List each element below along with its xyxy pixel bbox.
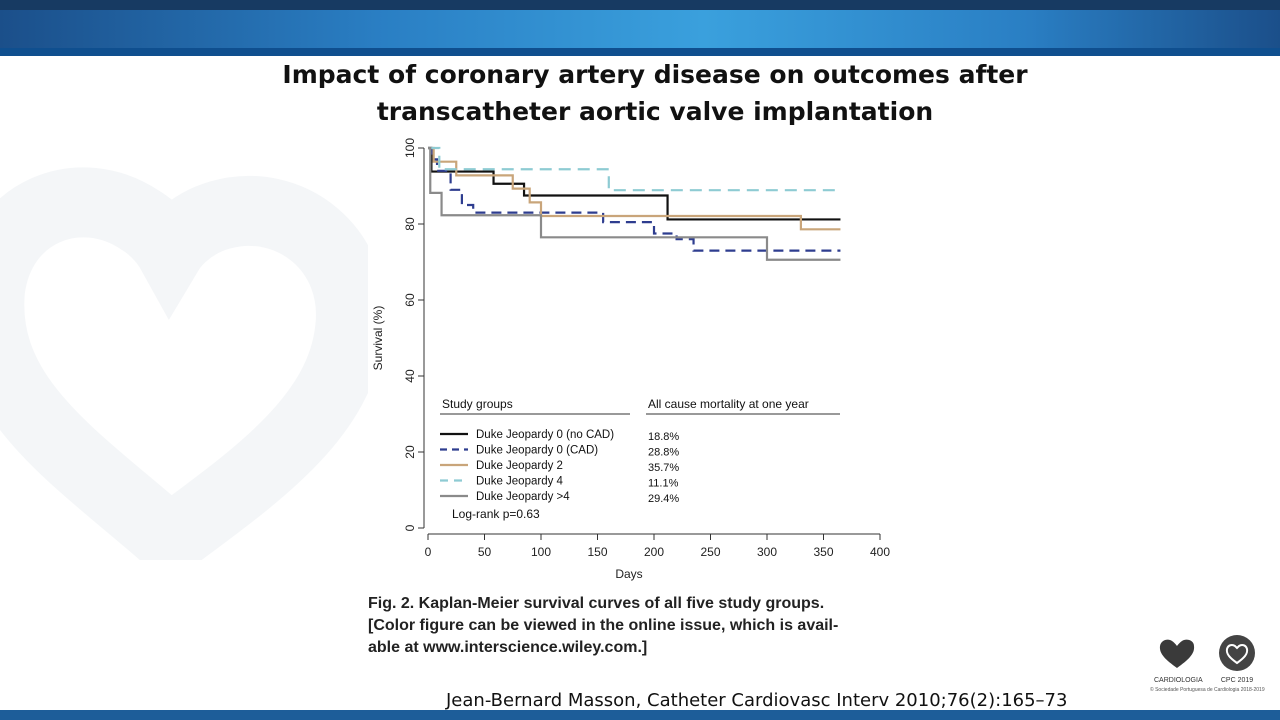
background-heart-icon (0, 167, 380, 560)
spc-logo-text: CARDIOLOGIA (1154, 677, 1203, 684)
survival-curve-3 (428, 146, 841, 231)
title-line-1: Impact of coronary artery disease on out… (282, 60, 1028, 89)
legend-label-1: Duke Jeopardy 0 (no CAD) (476, 429, 614, 441)
x-tick-label: 100 (531, 545, 551, 559)
bottom-banner (0, 710, 1280, 720)
legend-header: Study groups (442, 397, 513, 411)
survival-curve-2 (428, 146, 841, 252)
x-axis-label: Days (615, 567, 642, 581)
legend-label-5: Duke Jeopardy >4 (476, 491, 570, 503)
spc-logo: CARDIOLOGIA (1154, 634, 1203, 688)
spc-heart-icon (1159, 639, 1195, 668)
title-line-2: transcatheter aortic valve implantation (376, 97, 934, 126)
mortality-value-5: 29.4% (648, 493, 679, 505)
x-tick-label: 300 (757, 545, 777, 559)
mortality-value-2: 28.8% (648, 447, 679, 459)
x-tick-label: 350 (813, 545, 833, 559)
banner-line (0, 48, 1280, 56)
y-tick-label: 80 (403, 217, 417, 231)
citation: Jean-Bernard Masson, Catheter Cardiovasc… (446, 690, 1068, 711)
survival-curve-4 (428, 146, 841, 192)
caption-line-3: able at www.interscience.wiley.com.] (368, 639, 648, 656)
logrank-text: Log-rank p=0.63 (452, 507, 540, 521)
x-tick-label: 400 (870, 545, 890, 559)
y-tick-label: 40 (403, 369, 417, 383)
x-tick-label: 200 (644, 545, 664, 559)
legend-label-4: Duke Jeopardy 4 (476, 476, 564, 488)
y-tick-label: 60 (403, 293, 417, 307)
y-tick-label: 0 (403, 524, 417, 531)
mortality-value-1: 18.8% (648, 431, 679, 443)
survival-chart: 0 20 40 60 80 100 0 50 100 150 200 250 300 350 400 Days… (371, 138, 890, 581)
legend-label-3: Duke Jeopardy 2 (476, 460, 563, 472)
slide-title: Impact of coronary artery disease on out… (260, 56, 1050, 130)
cpc-logo-text: CPC 2019 (1220, 677, 1254, 684)
figure-caption: Fig. 2. Kaplan-Meier survival curves of … (368, 593, 928, 659)
cpc-heart-icon (1219, 635, 1255, 671)
mortality-value-3: 35.7% (648, 462, 679, 474)
top-banner (0, 0, 1280, 56)
y-axis-label: Survival (%) (371, 306, 385, 371)
y-tick-label: 20 (403, 445, 417, 459)
x-tick-label: 50 (478, 545, 492, 559)
x-tick-label: 0 (425, 545, 432, 559)
caption-line-1: Fig. 2. Kaplan-Meier survival curves of … (368, 595, 825, 612)
survival-curve-5 (428, 146, 841, 261)
figure-panel: 0 20 40 60 80 100 0 50 100 150 200 250 300 350 400 Days… (368, 132, 914, 690)
cpc-logo: CPC 2019 (1214, 634, 1260, 688)
caption-line-2: [Color figure can be viewed in the onlin… (368, 617, 839, 634)
banner-dark-strip (0, 0, 1280, 10)
survival-curve-1 (428, 146, 841, 221)
legend-label-2: Duke Jeopardy 0 (CAD) (476, 445, 598, 457)
mortality-value-4: 11.1% (648, 478, 679, 490)
x-tick-label: 250 (700, 545, 720, 559)
copyright-text: © Sociedade Portuguesa de Cardiologia 20… (1150, 687, 1265, 693)
mortality-header: All cause mortality at one year (648, 397, 809, 411)
y-tick-label: 100 (403, 138, 417, 158)
x-tick-label: 150 (587, 545, 607, 559)
